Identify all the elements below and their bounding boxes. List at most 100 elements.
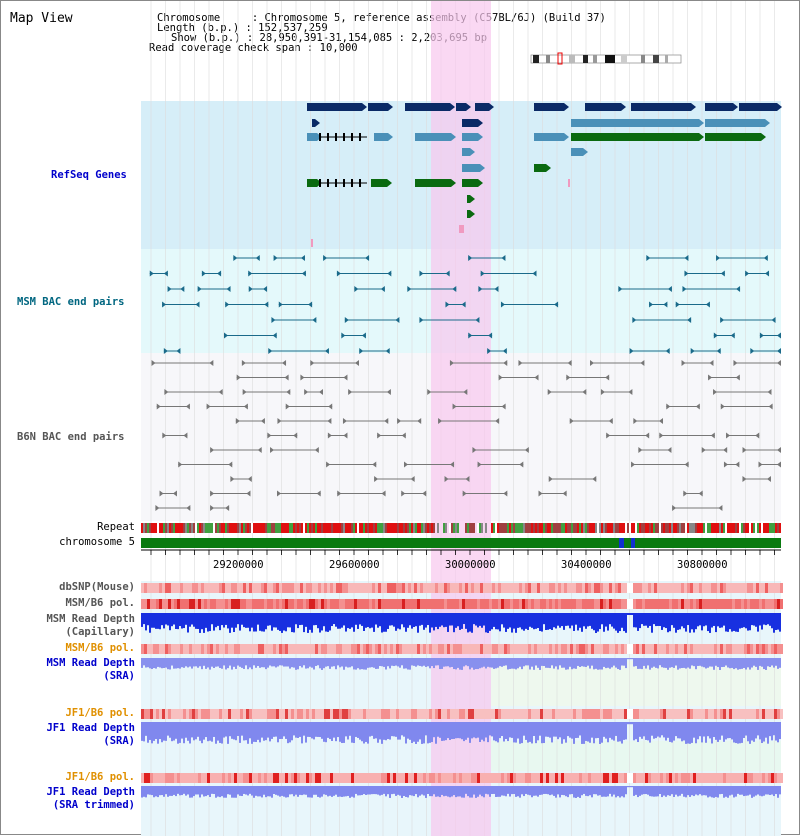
heat-mark bbox=[489, 773, 492, 783]
repeat-mark bbox=[385, 523, 387, 533]
depth-bar bbox=[255, 613, 257, 632]
msm-b6-pol-2-label[interactable]: MSM/B6 pol. bbox=[65, 642, 135, 654]
depth-bar bbox=[473, 722, 475, 738]
repeat-mark bbox=[183, 523, 185, 533]
depth-bar bbox=[467, 722, 469, 738]
depth-bar bbox=[575, 613, 577, 625]
msm-bac-label[interactable]: MSM BAC end pairs bbox=[17, 296, 125, 308]
depth-bar bbox=[663, 722, 665, 738]
heat-mark bbox=[567, 644, 570, 654]
msm-depth-capillary-label-1[interactable]: MSM Read Depth bbox=[46, 613, 135, 625]
depth-bar bbox=[645, 658, 647, 669]
depth-bar bbox=[279, 786, 281, 797]
heat-mark bbox=[504, 709, 507, 719]
repeat-mark bbox=[195, 523, 197, 533]
depth-bar bbox=[585, 722, 587, 741]
msm-b6-pol-label[interactable]: MSM/B6 pol. bbox=[65, 597, 135, 609]
jf1-b6-pol-label[interactable]: JF1/B6 pol. bbox=[65, 707, 135, 719]
heat-mark bbox=[417, 583, 420, 593]
heat-mark bbox=[702, 583, 705, 593]
jf1-b6-pol-2-label[interactable]: JF1/B6 pol. bbox=[65, 771, 135, 783]
heat-mark bbox=[528, 599, 531, 609]
depth-bar bbox=[267, 722, 269, 738]
repeat-mark bbox=[733, 523, 735, 533]
depth-bar bbox=[429, 786, 431, 797]
heat-mark bbox=[657, 599, 660, 609]
heat-mark bbox=[372, 583, 375, 593]
heat-mark bbox=[198, 709, 201, 719]
heat-mark bbox=[291, 773, 294, 783]
depth-bar bbox=[501, 613, 503, 625]
depth-bar bbox=[461, 613, 463, 629]
refseq-genes-label[interactable]: RefSeq Genes bbox=[51, 169, 127, 181]
heat-mark bbox=[606, 599, 609, 609]
bac-end-marker-icon bbox=[224, 332, 229, 339]
heat-mark bbox=[657, 644, 660, 654]
depth-bar bbox=[183, 613, 185, 629]
depth-bar bbox=[371, 722, 373, 736]
heat-mark bbox=[252, 583, 255, 593]
gene-feature bbox=[571, 148, 583, 156]
msm-depth-sra-label-1[interactable]: MSM Read Depth bbox=[46, 657, 135, 669]
heat-mark bbox=[573, 583, 576, 593]
heat-mark bbox=[516, 599, 519, 609]
depth-bar bbox=[439, 722, 441, 738]
heat-mark bbox=[708, 583, 711, 593]
repeat-mark bbox=[653, 523, 655, 533]
depth-bar bbox=[565, 722, 567, 743]
heat-mark bbox=[396, 599, 399, 609]
repeat-mark bbox=[287, 523, 289, 533]
depth-bar bbox=[205, 786, 207, 797]
depth-bar bbox=[451, 786, 453, 797]
depth-bar bbox=[297, 786, 299, 797]
depth-bar bbox=[499, 722, 501, 739]
gene-arrow-icon bbox=[765, 119, 770, 127]
depth-bar bbox=[529, 722, 531, 742]
b6n-bac-label[interactable]: B6N BAC end pairs bbox=[17, 431, 125, 443]
bac-end-marker-icon bbox=[385, 348, 390, 354]
depth-bar bbox=[597, 786, 599, 796]
bac-end-marker-icon bbox=[777, 447, 781, 453]
repeat-mark bbox=[549, 523, 551, 533]
heat-mark bbox=[174, 773, 177, 783]
heat-mark bbox=[501, 709, 504, 719]
depth-bar bbox=[177, 786, 179, 794]
heat-mark bbox=[417, 773, 420, 783]
heat-mark bbox=[330, 583, 333, 593]
depth-bar bbox=[301, 722, 303, 744]
depth-bar bbox=[405, 722, 407, 744]
heat-mark bbox=[216, 709, 219, 719]
heat-mark bbox=[759, 644, 762, 654]
bac-end-marker-icon bbox=[723, 447, 728, 453]
depth-bar bbox=[221, 722, 223, 744]
jf1-depth-trim-label-1[interactable]: JF1 Read Depth bbox=[46, 786, 135, 798]
bac-end-marker-icon bbox=[260, 418, 265, 424]
heat-mark bbox=[555, 599, 558, 609]
dbsnp-label[interactable]: dbSNP(Mouse) bbox=[59, 581, 135, 593]
heat-mark bbox=[498, 644, 501, 654]
repeat-mark bbox=[189, 523, 191, 533]
heat-mark bbox=[300, 583, 303, 593]
depth-bar bbox=[313, 786, 315, 795]
depth-bar bbox=[651, 613, 653, 633]
depth-bar bbox=[343, 786, 345, 797]
repeat-mark bbox=[351, 523, 353, 533]
depth-bar bbox=[453, 613, 455, 633]
heat-mark bbox=[243, 583, 246, 593]
depth-bar bbox=[623, 613, 625, 632]
depth-bar bbox=[523, 613, 525, 631]
jf1-depth-sra-label-1[interactable]: JF1 Read Depth bbox=[46, 722, 135, 734]
depth-bar bbox=[299, 786, 301, 795]
bac-end-marker-icon bbox=[777, 348, 781, 354]
heat-mark bbox=[387, 599, 390, 609]
depth-bar bbox=[275, 613, 277, 628]
repeat-mark bbox=[207, 523, 209, 533]
repeat-mark bbox=[343, 523, 345, 533]
depth-bar bbox=[147, 786, 149, 795]
depth-bar bbox=[207, 613, 209, 632]
repeat-mark bbox=[331, 523, 333, 533]
depth-bar bbox=[733, 613, 735, 631]
heat-mark bbox=[510, 644, 513, 654]
depth-bar bbox=[529, 658, 531, 670]
heat-mark bbox=[591, 773, 594, 783]
